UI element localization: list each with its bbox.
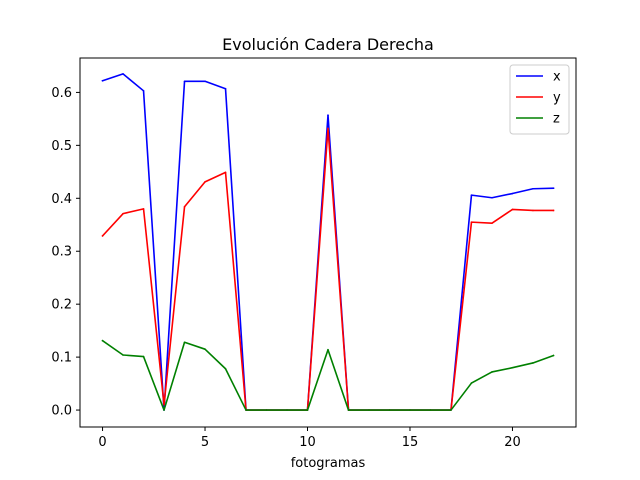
legend-label-x: x bbox=[553, 70, 561, 85]
legend-label-z: z bbox=[553, 112, 560, 127]
data-point-x bbox=[142, 90, 145, 92]
legend: xyz bbox=[509, 64, 570, 135]
x-axis: 0 5 10 15 20 bbox=[98, 427, 521, 450]
data-point-z bbox=[286, 409, 288, 411]
y-axis: 0.0 0.1 0.2 0.3 0.4 0.5 0.6 bbox=[51, 86, 80, 419]
data-point-x bbox=[183, 80, 186, 83]
legend-label-y: y bbox=[553, 91, 561, 106]
x-axis-label: fotogramas bbox=[291, 456, 366, 471]
x-tick-label: 5 bbox=[201, 435, 209, 450]
data-point-x bbox=[552, 187, 555, 190]
y-tick-label: 0.6 bbox=[51, 86, 72, 101]
data-point-z bbox=[306, 409, 309, 411]
y-tick-label: 0.3 bbox=[51, 245, 72, 260]
data-point-z bbox=[183, 341, 186, 344]
data-point-z bbox=[122, 354, 124, 356]
y-tick-label: 0.0 bbox=[51, 404, 72, 419]
x-tick-label: 20 bbox=[504, 435, 521, 450]
data-point-y bbox=[511, 208, 514, 211]
data-point-z bbox=[429, 409, 432, 411]
data-point-y bbox=[142, 208, 145, 210]
legend-box bbox=[509, 64, 570, 135]
chart-title: Evolución Cadera Derecha bbox=[222, 35, 434, 54]
data-point-z bbox=[347, 409, 350, 411]
data-point-z bbox=[491, 371, 493, 373]
data-point-z bbox=[450, 409, 452, 411]
y-tick-label: 0.5 bbox=[51, 139, 72, 154]
data-point-y bbox=[327, 127, 329, 130]
data-point-y bbox=[163, 403, 165, 406]
data-point-x bbox=[491, 196, 493, 199]
data-point-y bbox=[491, 222, 493, 224]
data-point-y bbox=[470, 221, 473, 223]
data-point-x bbox=[532, 187, 534, 190]
data-point-z bbox=[163, 409, 165, 411]
data-point-z bbox=[101, 339, 104, 342]
data-point-y bbox=[122, 212, 124, 215]
data-point-z bbox=[409, 409, 411, 411]
data-point-y bbox=[552, 209, 555, 212]
y-tick-label: 0.4 bbox=[51, 192, 72, 207]
data-point-x bbox=[204, 80, 206, 83]
data-point-x bbox=[327, 114, 329, 116]
data-point-z bbox=[142, 355, 145, 358]
data-point-x bbox=[511, 192, 514, 195]
data-point-y bbox=[224, 171, 227, 174]
data-point-x bbox=[224, 87, 227, 90]
data-point-x bbox=[470, 194, 473, 196]
y-tick-label: 0.2 bbox=[51, 298, 72, 313]
plot-area bbox=[80, 58, 576, 427]
x-tick-label: 0 bbox=[98, 435, 106, 450]
x-tick-label: 10 bbox=[299, 435, 316, 450]
data-point-x bbox=[101, 79, 104, 82]
data-point-z bbox=[368, 409, 370, 411]
data-point-z bbox=[245, 409, 247, 411]
y-tick-label: 0.1 bbox=[51, 351, 72, 366]
data-point-y bbox=[204, 181, 206, 183]
series-layer bbox=[101, 73, 555, 411]
data-point-z bbox=[388, 409, 391, 411]
data-point-z bbox=[327, 348, 329, 351]
data-point-y bbox=[183, 205, 186, 208]
data-point-z bbox=[204, 348, 206, 350]
data-point-y bbox=[532, 209, 534, 212]
x-tick-label: 15 bbox=[402, 435, 419, 450]
plot-frame bbox=[79, 57, 577, 428]
data-point-z bbox=[470, 382, 473, 384]
data-point-y bbox=[101, 235, 104, 237]
data-point-x bbox=[122, 73, 124, 75]
data-point-z bbox=[265, 409, 268, 411]
data-point-z bbox=[224, 367, 227, 370]
data-point-z bbox=[552, 354, 555, 357]
data-point-z bbox=[511, 366, 514, 369]
data-point-z bbox=[532, 362, 534, 364]
